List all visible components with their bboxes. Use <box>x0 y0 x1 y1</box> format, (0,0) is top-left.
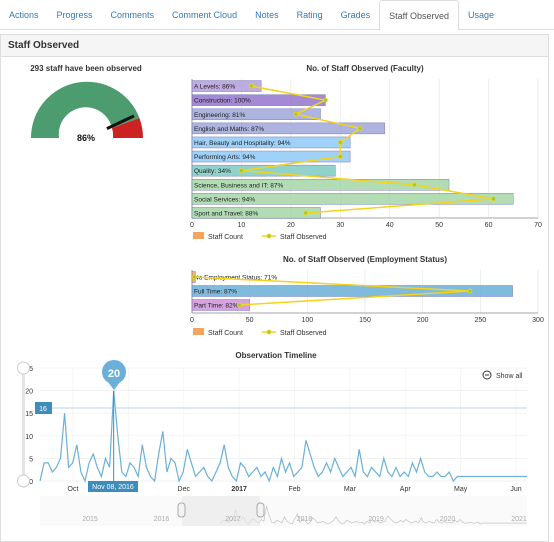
staff-observed-panel: Staff Observed <box>0 34 549 542</box>
tab-comment-cloud[interactable]: Comment Cloud <box>172 10 238 20</box>
tab-grades[interactable]: Grades <box>340 10 371 20</box>
tab-notes[interactable]: Notes <box>255 10 279 20</box>
tab-bar: Actions Progress Comments Comment Cloud Note… <box>0 0 554 31</box>
tab-comments[interactable]: Comments <box>110 10 155 20</box>
tab-progress[interactable]: Progress <box>56 10 93 20</box>
panel-title: Staff Observed <box>1 35 548 57</box>
tab-actions[interactable]: Actions <box>9 10 39 20</box>
tab-staff-observed[interactable]: Staff Observed <box>379 0 459 31</box>
tab-usage[interactable]: Usage <box>468 10 495 20</box>
tab-rating[interactable]: Rating <box>296 10 323 20</box>
